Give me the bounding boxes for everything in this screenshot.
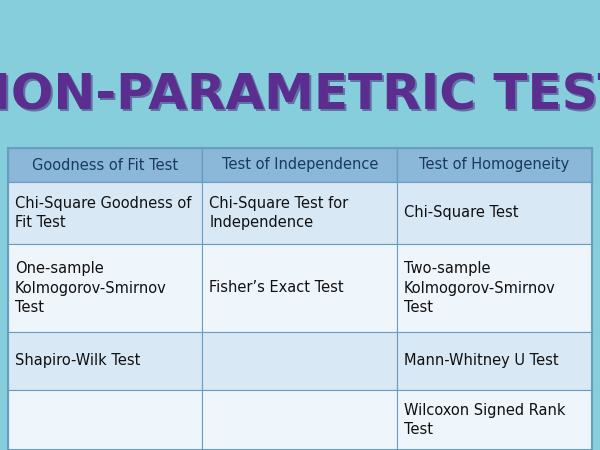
Bar xyxy=(8,148,202,182)
Text: Test of Homogeneity: Test of Homogeneity xyxy=(419,158,569,172)
Bar xyxy=(397,148,592,182)
Bar xyxy=(397,182,592,244)
Text: Chi-Square Test: Chi-Square Test xyxy=(404,206,518,220)
Text: Wilcoxon Signed Rank
Test: Wilcoxon Signed Rank Test xyxy=(404,403,565,437)
Text: Chi-Square Goodness of
Fit Test: Chi-Square Goodness of Fit Test xyxy=(15,196,191,230)
Bar xyxy=(397,332,592,390)
Bar xyxy=(8,182,202,244)
Text: Chi-Square Test for
Independence: Chi-Square Test for Independence xyxy=(209,196,349,230)
Text: Mann-Whitney U Test: Mann-Whitney U Test xyxy=(404,354,559,369)
Bar xyxy=(8,244,202,332)
Text: Shapiro-Wilk Test: Shapiro-Wilk Test xyxy=(15,354,140,369)
Bar xyxy=(202,182,397,244)
Bar xyxy=(202,390,397,450)
Text: NON-PARAMETRIC TEST: NON-PARAMETRIC TEST xyxy=(0,71,600,119)
Text: Test of Independence: Test of Independence xyxy=(221,158,378,172)
Bar xyxy=(397,390,592,450)
Text: Fisher’s Exact Test: Fisher’s Exact Test xyxy=(209,280,344,296)
Bar xyxy=(202,332,397,390)
Bar xyxy=(397,244,592,332)
Bar xyxy=(202,244,397,332)
Text: One-sample
Kolmogorov-Smirnov
Test: One-sample Kolmogorov-Smirnov Test xyxy=(15,261,167,315)
Text: Goodness of Fit Test: Goodness of Fit Test xyxy=(32,158,178,172)
Bar xyxy=(8,148,592,450)
Bar xyxy=(8,332,202,390)
Bar xyxy=(202,148,397,182)
Text: NON-PARAMETRIC TEST: NON-PARAMETRIC TEST xyxy=(0,74,600,122)
Bar xyxy=(8,390,202,450)
Text: Two-sample
Kolmogorov-Smirnov
Test: Two-sample Kolmogorov-Smirnov Test xyxy=(404,261,556,315)
